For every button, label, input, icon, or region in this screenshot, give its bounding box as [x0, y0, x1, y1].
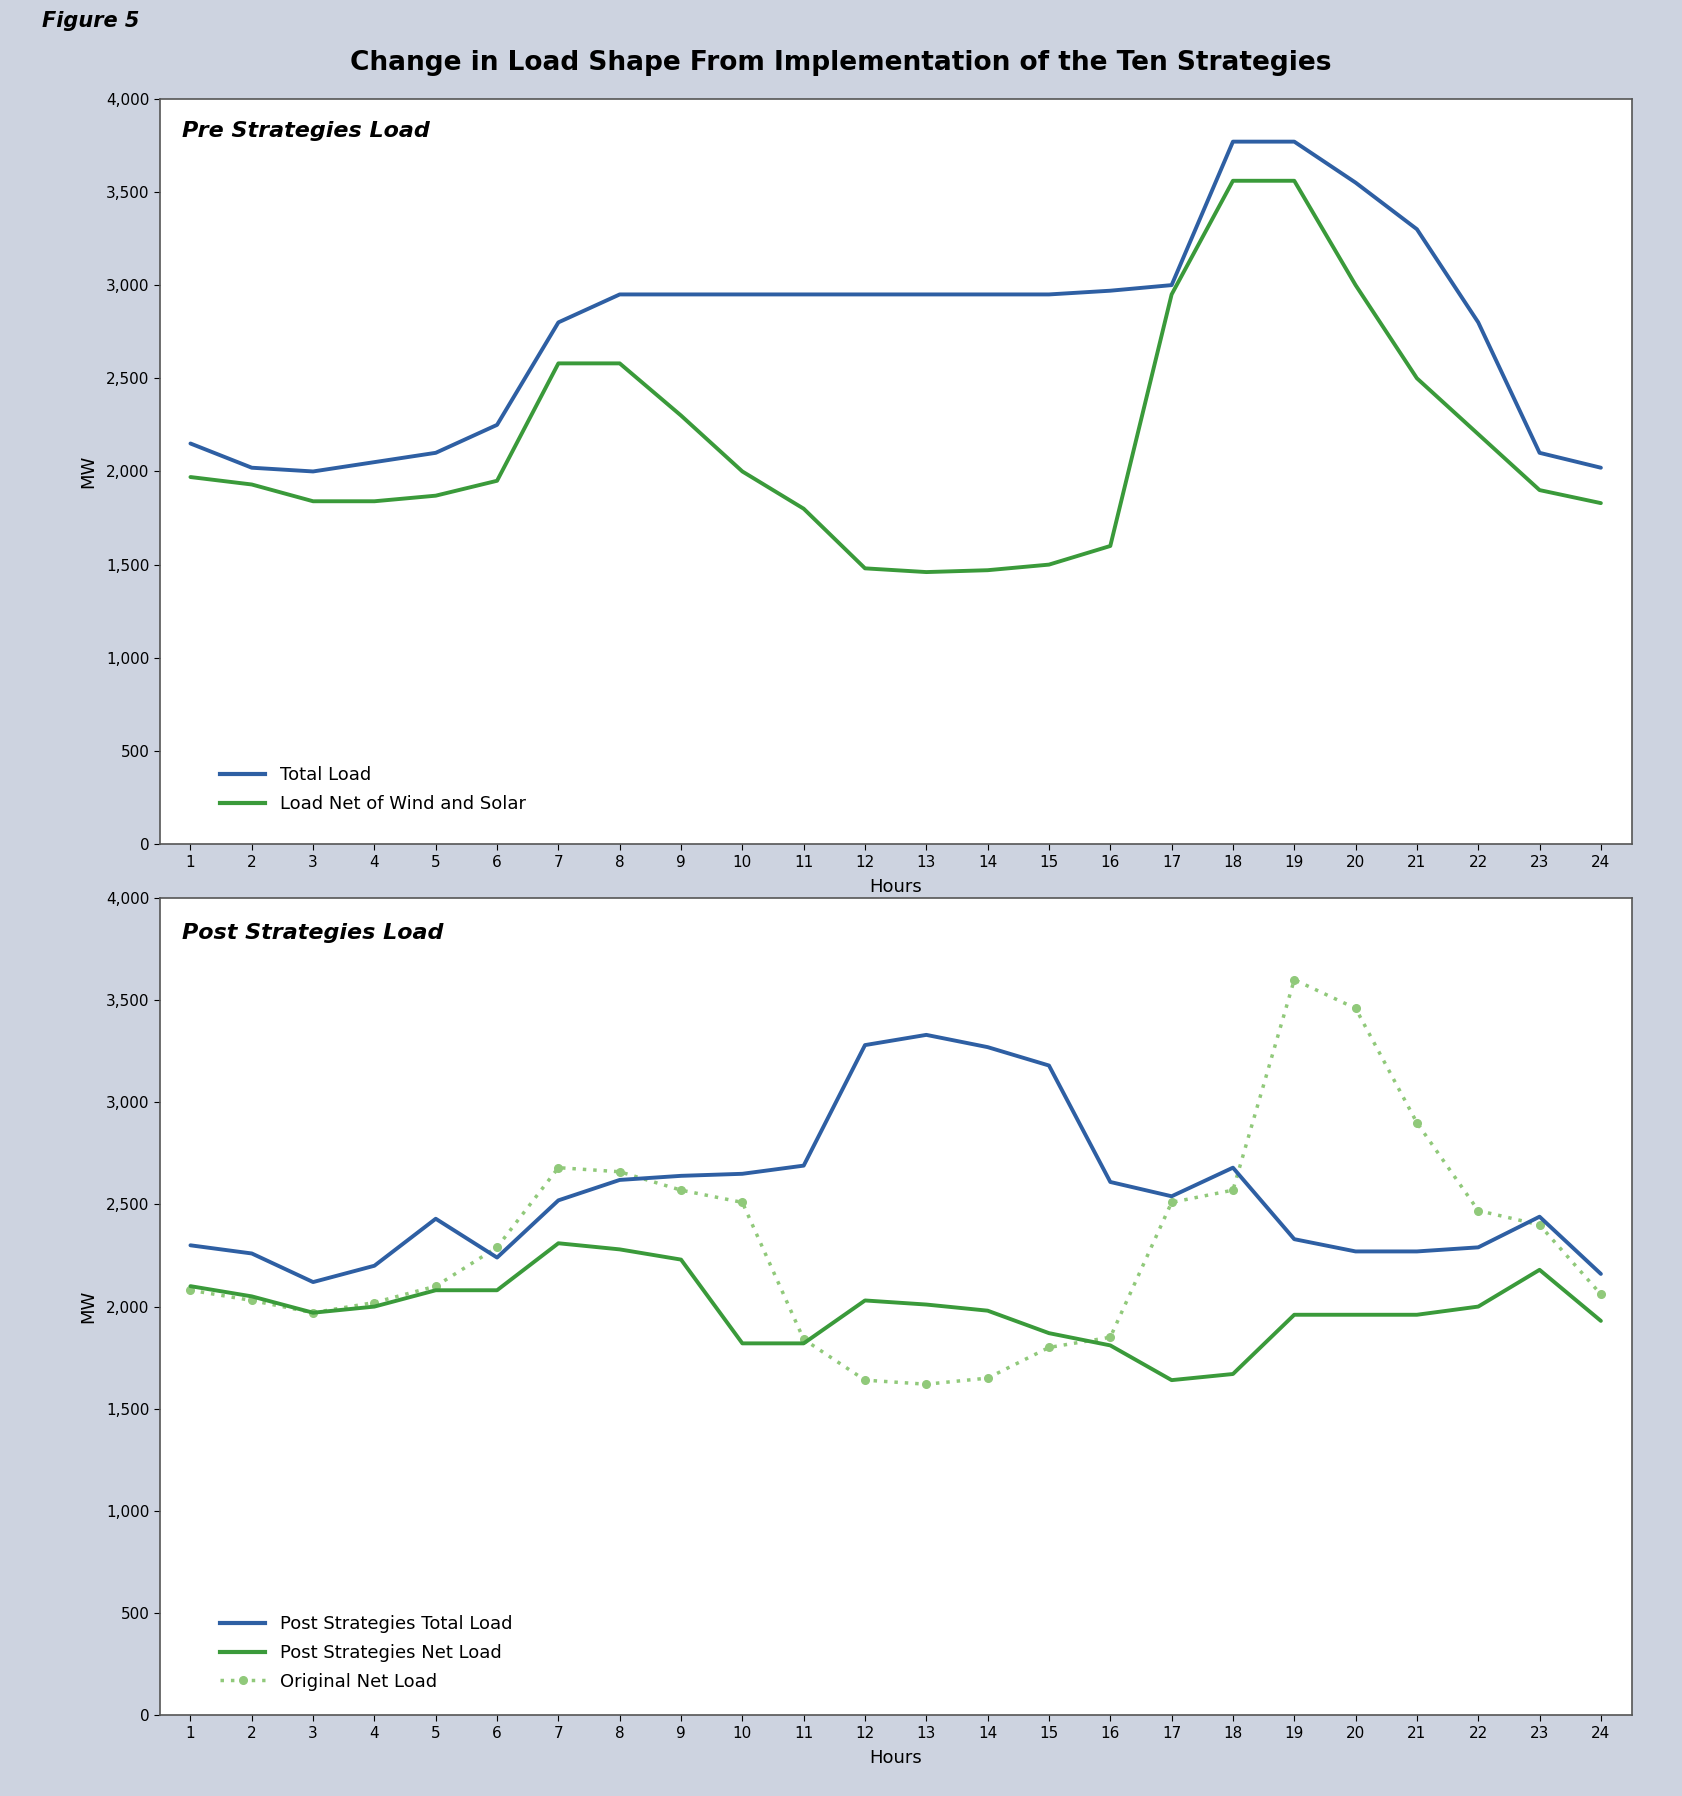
Legend: Total Load, Load Net of Wind and Solar: Total Load, Load Net of Wind and Solar	[214, 760, 533, 821]
Text: Pre Strategies Load: Pre Strategies Load	[182, 120, 429, 142]
Y-axis label: MW: MW	[79, 1290, 98, 1324]
Text: Figure 5: Figure 5	[42, 11, 140, 31]
Text: Post Strategies Load: Post Strategies Load	[182, 923, 444, 943]
Text: Change in Load Shape From Implementation of the Ten Strategies: Change in Load Shape From Implementation…	[350, 50, 1332, 75]
X-axis label: Hours: Hours	[870, 1749, 922, 1767]
Legend: Post Strategies Total Load, Post Strategies Net Load, Original Net Load: Post Strategies Total Load, Post Strateg…	[214, 1607, 520, 1697]
X-axis label: Hours: Hours	[870, 878, 922, 896]
Y-axis label: MW: MW	[79, 454, 98, 489]
